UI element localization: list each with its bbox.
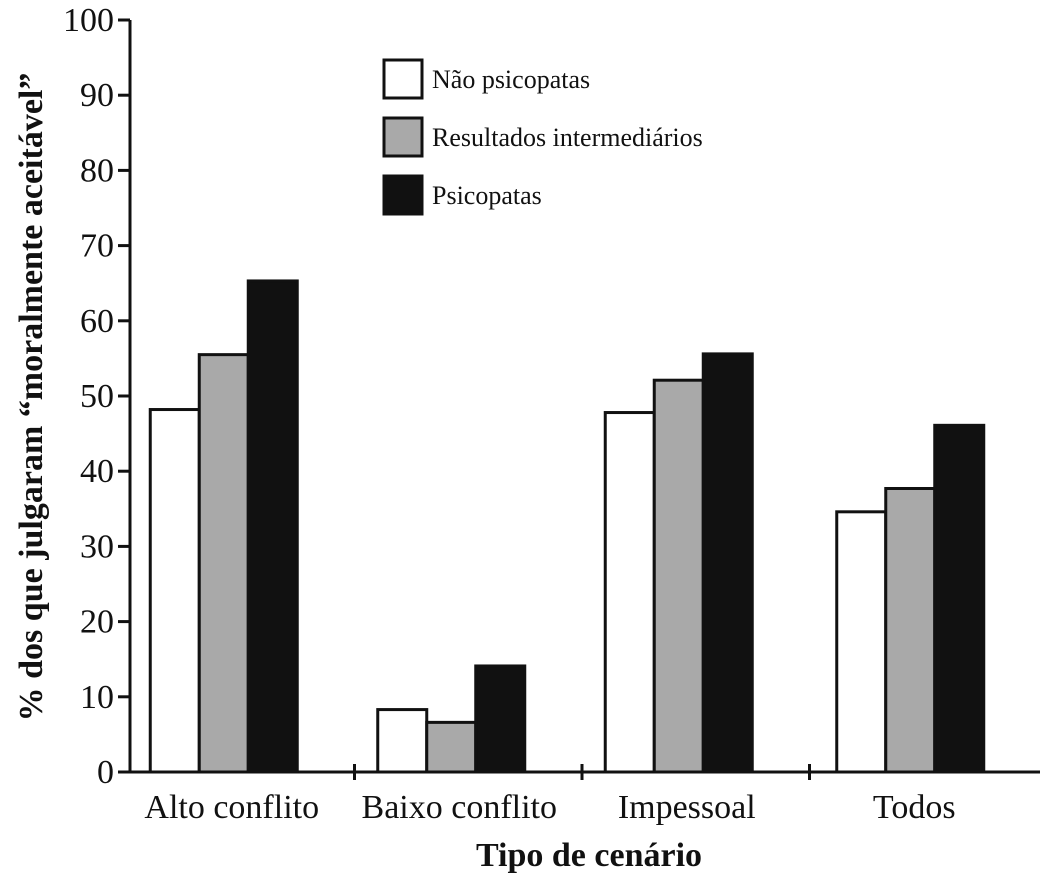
y-tick-label: 50 [80, 378, 114, 415]
bar [701, 352, 754, 774]
axes: 0 10 20 30 40 50 60 70 80 90 100 Alto conflito Baixo… [63, 2, 1040, 826]
bar [425, 720, 478, 774]
y-tick-label: 10 [80, 679, 114, 716]
y-tick-label: 40 [80, 453, 114, 490]
legend-label: Não psicopatas [432, 65, 590, 94]
bar [652, 378, 705, 774]
y-tick-label: 20 [80, 604, 114, 641]
x-tick-label: Todos [873, 789, 956, 826]
y-tick-label: 0 [97, 754, 114, 791]
y-tick-label: 30 [80, 528, 114, 565]
legend-swatch [382, 58, 424, 100]
y-axis-title: % dos que julgaram “moralmente aceitável… [13, 73, 50, 722]
x-axis-title: Tipo de cenário [476, 837, 702, 874]
legend-swatch [382, 174, 424, 216]
legend: Não psicopatas Resultados intermediários P… [382, 58, 703, 216]
bar [884, 486, 937, 774]
legend-swatch [382, 116, 424, 158]
y-tick-label: 100 [63, 2, 114, 39]
bar [197, 353, 250, 774]
bar [603, 411, 656, 774]
bar [933, 423, 986, 774]
x-tick-label: Alto conflito [144, 789, 319, 826]
y-tick-label: 80 [80, 152, 114, 189]
bar [376, 708, 429, 774]
bar [246, 279, 299, 774]
legend-label: Psicopatas [432, 181, 542, 210]
y-tick-label: 60 [80, 303, 114, 340]
bar [148, 408, 201, 774]
bar [835, 510, 888, 774]
bar [474, 664, 527, 774]
bars [148, 279, 986, 774]
x-tick-label: Impessoal [618, 789, 756, 826]
legend-label: Resultados intermediários [432, 123, 703, 152]
x-tick-label: Baixo conflito [362, 789, 557, 826]
y-tick-label: 90 [80, 77, 114, 114]
y-tick-label: 70 [80, 228, 114, 265]
